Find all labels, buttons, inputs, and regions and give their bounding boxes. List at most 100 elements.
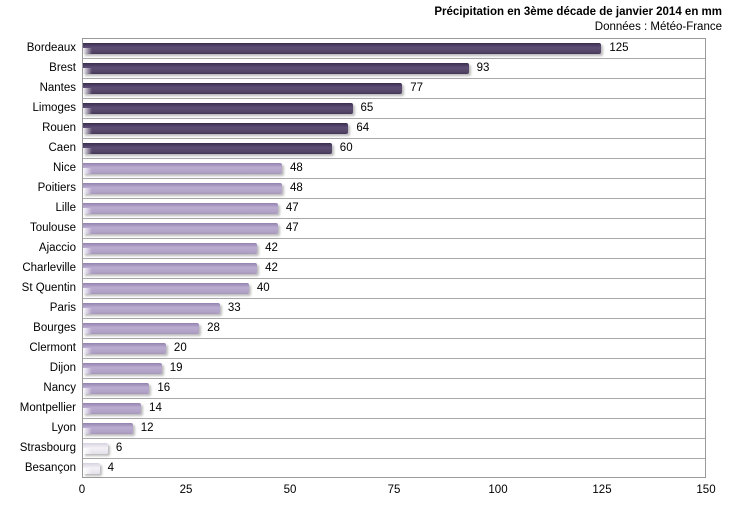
value-label: 47 — [285, 201, 299, 214]
bar-row: 42 — [83, 239, 705, 259]
value-label: 42 — [265, 261, 278, 274]
bar-row: 20 — [83, 339, 705, 359]
x-tick-label: 150 — [696, 484, 716, 496]
bar-row: 40 — [83, 279, 705, 299]
category-label: Bourges — [33, 322, 76, 334]
category-label: Montpellier — [19, 402, 76, 414]
bar — [83, 123, 349, 134]
category-label: Nantes — [39, 82, 76, 94]
bar-row: 125 — [83, 39, 705, 59]
bar — [83, 343, 166, 354]
category-label: St Quentin — [21, 282, 76, 294]
category-label: Caen — [48, 142, 77, 154]
value-label: 40 — [256, 281, 270, 294]
category-label: Brest — [49, 62, 76, 74]
value-label: 33 — [227, 301, 241, 314]
chart-subtitle: Données : Météo-France — [594, 21, 722, 33]
bar — [83, 63, 469, 74]
value-label: 93 — [476, 61, 490, 74]
category-label: Limoges — [32, 102, 76, 114]
category-label: Lille — [55, 202, 76, 214]
value-label: 6 — [115, 441, 123, 454]
bar-row: 60 — [83, 139, 705, 159]
bar-row: 19 — [83, 359, 705, 379]
category-label: Dijon — [49, 362, 76, 374]
category-label: Charleville — [22, 262, 76, 274]
bar — [83, 223, 278, 234]
category-label: Strasbourg — [19, 442, 76, 454]
value-label: 60 — [339, 141, 353, 154]
value-label: 48 — [290, 181, 303, 194]
value-label: 19 — [169, 361, 183, 374]
bar-row: 64 — [83, 119, 705, 139]
value-label: 64 — [356, 121, 370, 134]
bar — [83, 443, 108, 454]
x-tick-label: 125 — [592, 484, 612, 496]
x-tick-label: 50 — [283, 484, 297, 496]
bar-row: 48 — [83, 179, 705, 199]
value-label: 77 — [410, 81, 424, 94]
bar — [83, 163, 283, 174]
category-label: Besançon — [24, 462, 76, 474]
bar — [83, 143, 332, 154]
category-label: Ajaccio — [38, 242, 76, 254]
value-label: 65 — [360, 101, 374, 114]
bar — [83, 243, 258, 254]
bar — [83, 283, 249, 294]
bar-row: 47 — [83, 199, 705, 219]
category-label: Poitiers — [37, 182, 76, 194]
bar — [83, 403, 142, 414]
x-tick-label: 25 — [179, 484, 193, 496]
bar-row: 4 — [83, 459, 705, 479]
x-tick-label: 75 — [387, 484, 401, 496]
bar-row: 42 — [83, 259, 705, 279]
value-label: 14 — [149, 401, 162, 414]
bar-row: 93 — [83, 59, 705, 79]
category-label: Toulouse — [29, 222, 76, 234]
value-label: 20 — [173, 341, 187, 354]
category-axis-labels: Bordeaux Brest Nantes Limoges Rouen Caen Nice P… — [0, 38, 76, 478]
value-label: 4 — [107, 462, 114, 475]
category-label: Clermont — [29, 342, 76, 354]
bar-row: 33 — [83, 299, 705, 319]
bar — [83, 303, 220, 314]
bar-row: 16 — [83, 379, 705, 399]
category-label: Bordeaux — [26, 42, 76, 54]
value-label: 42 — [265, 241, 278, 254]
value-label: 12 — [140, 421, 154, 434]
bar — [83, 43, 602, 54]
value-label: 125 — [609, 41, 629, 54]
plot-area: 125 93 77 65 64 60 48 48 47 47 42 42 40 33 28 20 19 16 14 1… — [82, 38, 706, 478]
chart-title-block: Précipitation en 3ème décade de janvier … — [434, 5, 722, 35]
x-tick-label: 0 — [78, 484, 86, 496]
x-tick-label: 100 — [488, 484, 508, 496]
bar — [83, 183, 283, 194]
bar — [83, 103, 353, 114]
value-label: 48 — [290, 161, 303, 174]
bar — [83, 383, 150, 394]
bar — [83, 463, 100, 474]
bar-row: 28 — [83, 319, 705, 339]
bar-row: 6 — [83, 439, 705, 459]
value-label: 47 — [285, 221, 299, 234]
bar — [83, 263, 258, 274]
category-label: Paris — [49, 302, 76, 314]
bar — [83, 323, 200, 334]
bar-row: 77 — [83, 79, 705, 99]
value-label: 16 — [157, 381, 171, 394]
bar-row: 14 — [83, 399, 705, 419]
bar — [83, 83, 403, 94]
value-label: 28 — [207, 321, 220, 334]
bar-row: 65 — [83, 99, 705, 119]
bar — [83, 203, 278, 214]
bar-row: 12 — [83, 419, 705, 439]
category-label: Nice — [52, 162, 76, 174]
category-label: Nancy — [43, 382, 76, 394]
category-label: Rouen — [42, 122, 76, 134]
chart-title: Précipitation en 3ème décade de janvier … — [434, 6, 722, 18]
bar — [83, 363, 162, 374]
category-label: Lyon — [51, 422, 76, 434]
bar-row: 48 — [83, 159, 705, 179]
bar — [83, 423, 133, 434]
